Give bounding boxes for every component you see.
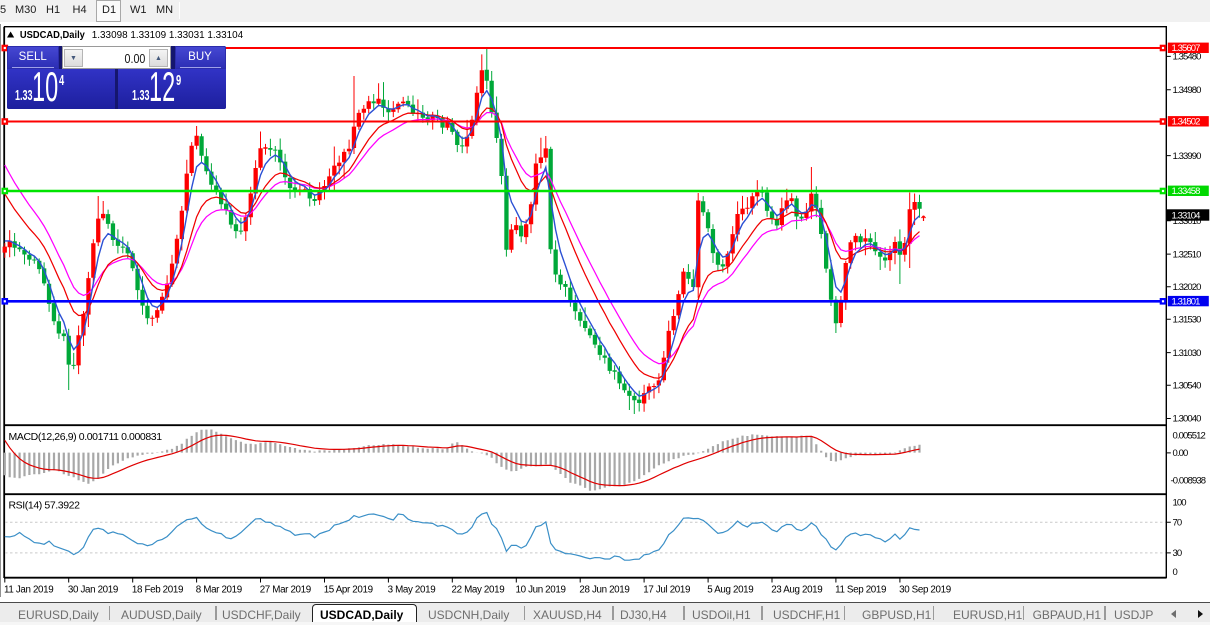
svg-text:11 Jan 2019: 11 Jan 2019 xyxy=(4,584,53,595)
svg-text:1.34502: 1.34502 xyxy=(1172,117,1201,128)
svg-text:1.30540: 1.30540 xyxy=(1173,380,1202,391)
svg-text:3 May 2019: 3 May 2019 xyxy=(388,584,436,595)
svg-text:11 Sep 2019: 11 Sep 2019 xyxy=(835,584,886,595)
svg-text:27 Mar 2019: 27 Mar 2019 xyxy=(260,584,311,595)
svg-text:15 Apr 2019: 15 Apr 2019 xyxy=(324,584,373,595)
svg-text:1.33104: 1.33104 xyxy=(1172,210,1201,221)
svg-text:1.34980: 1.34980 xyxy=(1173,85,1202,96)
svg-text:-0.008938: -0.008938 xyxy=(1171,476,1206,487)
svg-text:0.00: 0.00 xyxy=(1173,448,1189,459)
svg-text:28 Jun 2019: 28 Jun 2019 xyxy=(579,584,629,595)
svg-text:0: 0 xyxy=(1173,567,1178,578)
svg-text:8 Mar 2019: 8 Mar 2019 xyxy=(196,584,242,595)
svg-text:10 Jun 2019: 10 Jun 2019 xyxy=(516,584,566,595)
svg-text:RSI(14) 57.3922: RSI(14) 57.3922 xyxy=(9,500,81,512)
svg-text:1.31530: 1.31530 xyxy=(1173,315,1202,326)
svg-text:30 Sep 2019: 30 Sep 2019 xyxy=(899,584,951,595)
svg-text:18 Feb 2019: 18 Feb 2019 xyxy=(132,584,183,595)
svg-text:22 May 2019: 22 May 2019 xyxy=(452,584,505,595)
svg-text:23 Aug 2019: 23 Aug 2019 xyxy=(771,584,822,595)
svg-text:1.32510: 1.32510 xyxy=(1173,249,1202,260)
svg-text:5 Aug 2019: 5 Aug 2019 xyxy=(707,584,753,595)
svg-text:1.33098 1.33109 1.33031 1.3310: 1.33098 1.33109 1.33031 1.33104 xyxy=(92,30,244,41)
svg-text:100: 100 xyxy=(1173,498,1187,509)
svg-text:MACD(12,26,9) 0.001711 0.00083: MACD(12,26,9) 0.001711 0.000831 xyxy=(9,431,163,443)
svg-text:1.35480: 1.35480 xyxy=(1173,52,1202,63)
svg-text:30: 30 xyxy=(1173,548,1182,559)
svg-text:1.31030: 1.31030 xyxy=(1173,348,1202,359)
svg-text:17 Jul 2019: 17 Jul 2019 xyxy=(643,584,690,595)
svg-text:70: 70 xyxy=(1173,518,1182,529)
svg-text:30 Jan 2019: 30 Jan 2019 xyxy=(68,584,118,595)
svg-text:1.33990: 1.33990 xyxy=(1173,151,1202,162)
svg-text:0.005512: 0.005512 xyxy=(1173,431,1206,442)
svg-text:1.32020: 1.32020 xyxy=(1173,282,1202,293)
svg-text:1.33010: 1.33010 xyxy=(1173,216,1202,227)
svg-text:1.33458: 1.33458 xyxy=(1172,186,1201,197)
svg-text:1.30040: 1.30040 xyxy=(1173,414,1202,425)
svg-text:1.35607: 1.35607 xyxy=(1172,43,1201,54)
svg-text:1.31801: 1.31801 xyxy=(1172,296,1201,307)
svg-text:USDCAD,Daily: USDCAD,Daily xyxy=(20,29,85,41)
